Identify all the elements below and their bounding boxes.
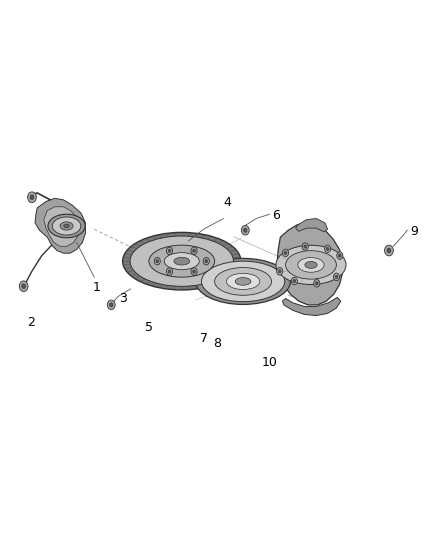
Polygon shape [35, 198, 85, 253]
Ellipse shape [174, 257, 190, 265]
Circle shape [19, 281, 28, 292]
Circle shape [302, 243, 308, 251]
Circle shape [326, 247, 329, 251]
Circle shape [291, 277, 297, 285]
Text: 7: 7 [200, 332, 208, 345]
Ellipse shape [298, 257, 324, 272]
Circle shape [284, 251, 287, 255]
Circle shape [304, 245, 307, 248]
Circle shape [168, 249, 171, 253]
Ellipse shape [286, 251, 336, 279]
Ellipse shape [60, 222, 73, 230]
Ellipse shape [201, 261, 285, 302]
Text: 9: 9 [410, 225, 418, 238]
Circle shape [283, 249, 289, 257]
Circle shape [28, 192, 36, 203]
Circle shape [156, 260, 159, 263]
Ellipse shape [164, 253, 199, 270]
Ellipse shape [196, 259, 290, 304]
Ellipse shape [149, 245, 215, 277]
Text: 5: 5 [145, 321, 153, 334]
Ellipse shape [52, 217, 81, 235]
Circle shape [191, 268, 197, 275]
Text: 10: 10 [261, 356, 277, 369]
Circle shape [193, 249, 195, 253]
Polygon shape [277, 223, 343, 305]
Circle shape [277, 268, 283, 275]
Ellipse shape [276, 245, 346, 285]
Circle shape [337, 252, 343, 260]
Text: 3: 3 [119, 292, 127, 305]
Circle shape [191, 247, 197, 255]
Polygon shape [283, 297, 341, 316]
Circle shape [333, 273, 339, 280]
Ellipse shape [226, 273, 260, 289]
Circle shape [278, 270, 281, 273]
Circle shape [385, 245, 393, 256]
Text: 1: 1 [92, 281, 100, 294]
Polygon shape [296, 219, 328, 232]
Ellipse shape [64, 224, 69, 228]
Circle shape [335, 275, 338, 279]
Circle shape [244, 228, 247, 232]
Circle shape [293, 279, 296, 282]
Text: 2: 2 [27, 316, 35, 329]
Circle shape [315, 281, 318, 285]
Circle shape [205, 260, 208, 263]
Circle shape [166, 247, 173, 255]
Text: 4: 4 [224, 196, 232, 209]
Circle shape [168, 270, 171, 273]
Ellipse shape [215, 268, 272, 295]
Ellipse shape [235, 278, 251, 285]
Circle shape [325, 245, 331, 253]
Circle shape [387, 248, 391, 253]
Text: 8: 8 [213, 337, 221, 350]
Circle shape [203, 257, 209, 265]
Circle shape [107, 300, 115, 310]
Ellipse shape [130, 236, 233, 286]
Circle shape [339, 254, 341, 257]
Ellipse shape [123, 232, 241, 290]
Circle shape [21, 284, 25, 289]
Circle shape [166, 268, 173, 275]
Circle shape [314, 279, 320, 287]
Polygon shape [44, 207, 79, 246]
Text: 6: 6 [272, 209, 280, 222]
Circle shape [241, 225, 249, 235]
Circle shape [30, 195, 34, 199]
Circle shape [110, 303, 113, 307]
Ellipse shape [48, 214, 85, 238]
Circle shape [154, 257, 160, 265]
Circle shape [193, 270, 195, 273]
Ellipse shape [305, 262, 317, 268]
